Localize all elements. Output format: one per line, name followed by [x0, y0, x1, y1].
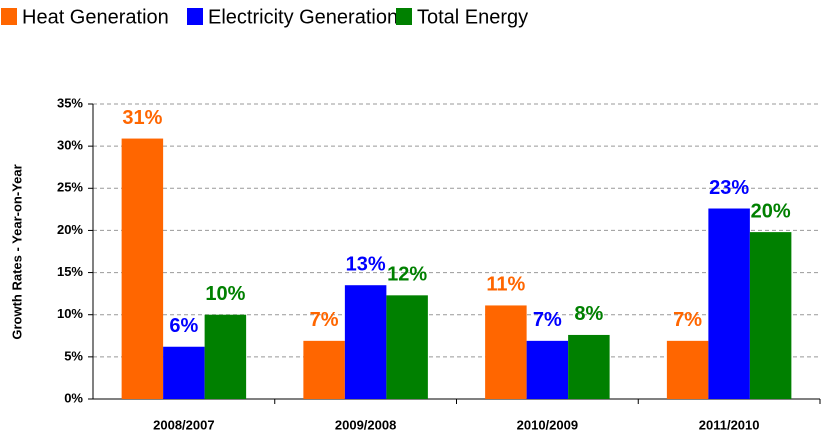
- value-label: 7%: [310, 309, 339, 331]
- bar: [386, 295, 428, 399]
- x-tick-label: 2009/2008: [335, 417, 396, 432]
- y-tick-label: 15%: [57, 264, 83, 279]
- value-label: 7%: [673, 309, 702, 331]
- bar: [666, 340, 709, 399]
- y-tick-label: 0%: [64, 390, 83, 405]
- bar: [749, 232, 792, 399]
- value-label: 8%: [574, 303, 603, 325]
- bar: [568, 334, 610, 399]
- value-label: 6%: [169, 315, 198, 337]
- bar: [303, 340, 345, 399]
- y-tick-label: 20%: [57, 222, 83, 237]
- bar: [163, 346, 205, 399]
- x-tick-label: 2011/2010: [699, 417, 760, 432]
- bar: [526, 340, 569, 399]
- value-label: 10%: [205, 283, 245, 305]
- bar: [121, 138, 164, 400]
- legend-label: Electricity Generation: [208, 6, 398, 28]
- legend-label: Total Energy: [417, 6, 528, 28]
- value-label: 23%: [709, 177, 749, 199]
- value-label: 7%: [533, 309, 562, 331]
- y-axis-title: Growth Rates - Year-on-Year: [9, 164, 24, 339]
- value-label: 11%: [486, 274, 525, 296]
- value-label: 12%: [387, 264, 427, 286]
- legend-swatch: [187, 8, 203, 25]
- value-label: 13%: [346, 253, 386, 275]
- bar: [204, 314, 247, 399]
- bar: [708, 208, 750, 399]
- bar: [485, 305, 527, 399]
- y-tick-label: 5%: [64, 348, 83, 363]
- y-tick-label: 30%: [57, 138, 83, 153]
- x-tick-label: 2010/2009: [517, 417, 578, 432]
- y-tick-label: 10%: [57, 306, 83, 321]
- y-tick-label: 25%: [57, 180, 83, 195]
- x-tick-label: 2008/2007: [153, 417, 214, 432]
- y-tick-label: 35%: [57, 95, 83, 110]
- value-label: 31%: [122, 107, 162, 129]
- legend-swatch: [396, 8, 412, 25]
- bar: [344, 285, 387, 399]
- value-label: 20%: [751, 200, 791, 222]
- legend-label: Heat Generation: [22, 6, 169, 28]
- legend-swatch: [1, 8, 17, 25]
